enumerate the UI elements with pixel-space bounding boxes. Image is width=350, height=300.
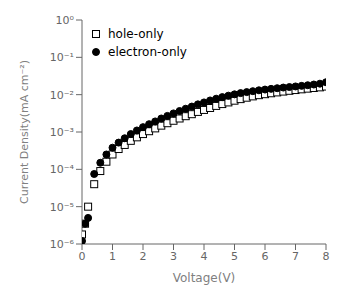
- svg-text:Current Density(mA cm⁻²): Current Density(mA cm⁻²): [18, 60, 31, 204]
- svg-text:10⁰: 10⁰: [56, 14, 75, 27]
- svg-text:6: 6: [262, 250, 269, 263]
- svg-text:3: 3: [170, 250, 177, 263]
- svg-text:10⁻³: 10⁻³: [50, 126, 74, 139]
- svg-text:4: 4: [201, 250, 208, 263]
- svg-text:10⁻⁶: 10⁻⁶: [50, 238, 75, 251]
- svg-text:10⁻⁵: 10⁻⁵: [50, 201, 74, 214]
- svg-text:10⁻²: 10⁻²: [50, 89, 74, 102]
- svg-text:1: 1: [109, 250, 116, 263]
- svg-text:10⁻¹: 10⁻¹: [50, 51, 74, 64]
- html-text:electron-only: electron-only: [108, 45, 187, 59]
- svg-text:0: 0: [79, 250, 86, 263]
- html-text:hole-only: hole-only: [108, 27, 164, 41]
- svg-text:10⁻⁴: 10⁻⁴: [50, 163, 75, 176]
- svg-text:8: 8: [323, 250, 330, 263]
- svg-text:Voltage(V): Voltage(V): [173, 271, 236, 285]
- svg-text:7: 7: [292, 250, 299, 263]
- svg-text:5: 5: [231, 250, 238, 263]
- svg-text:2: 2: [140, 250, 147, 263]
